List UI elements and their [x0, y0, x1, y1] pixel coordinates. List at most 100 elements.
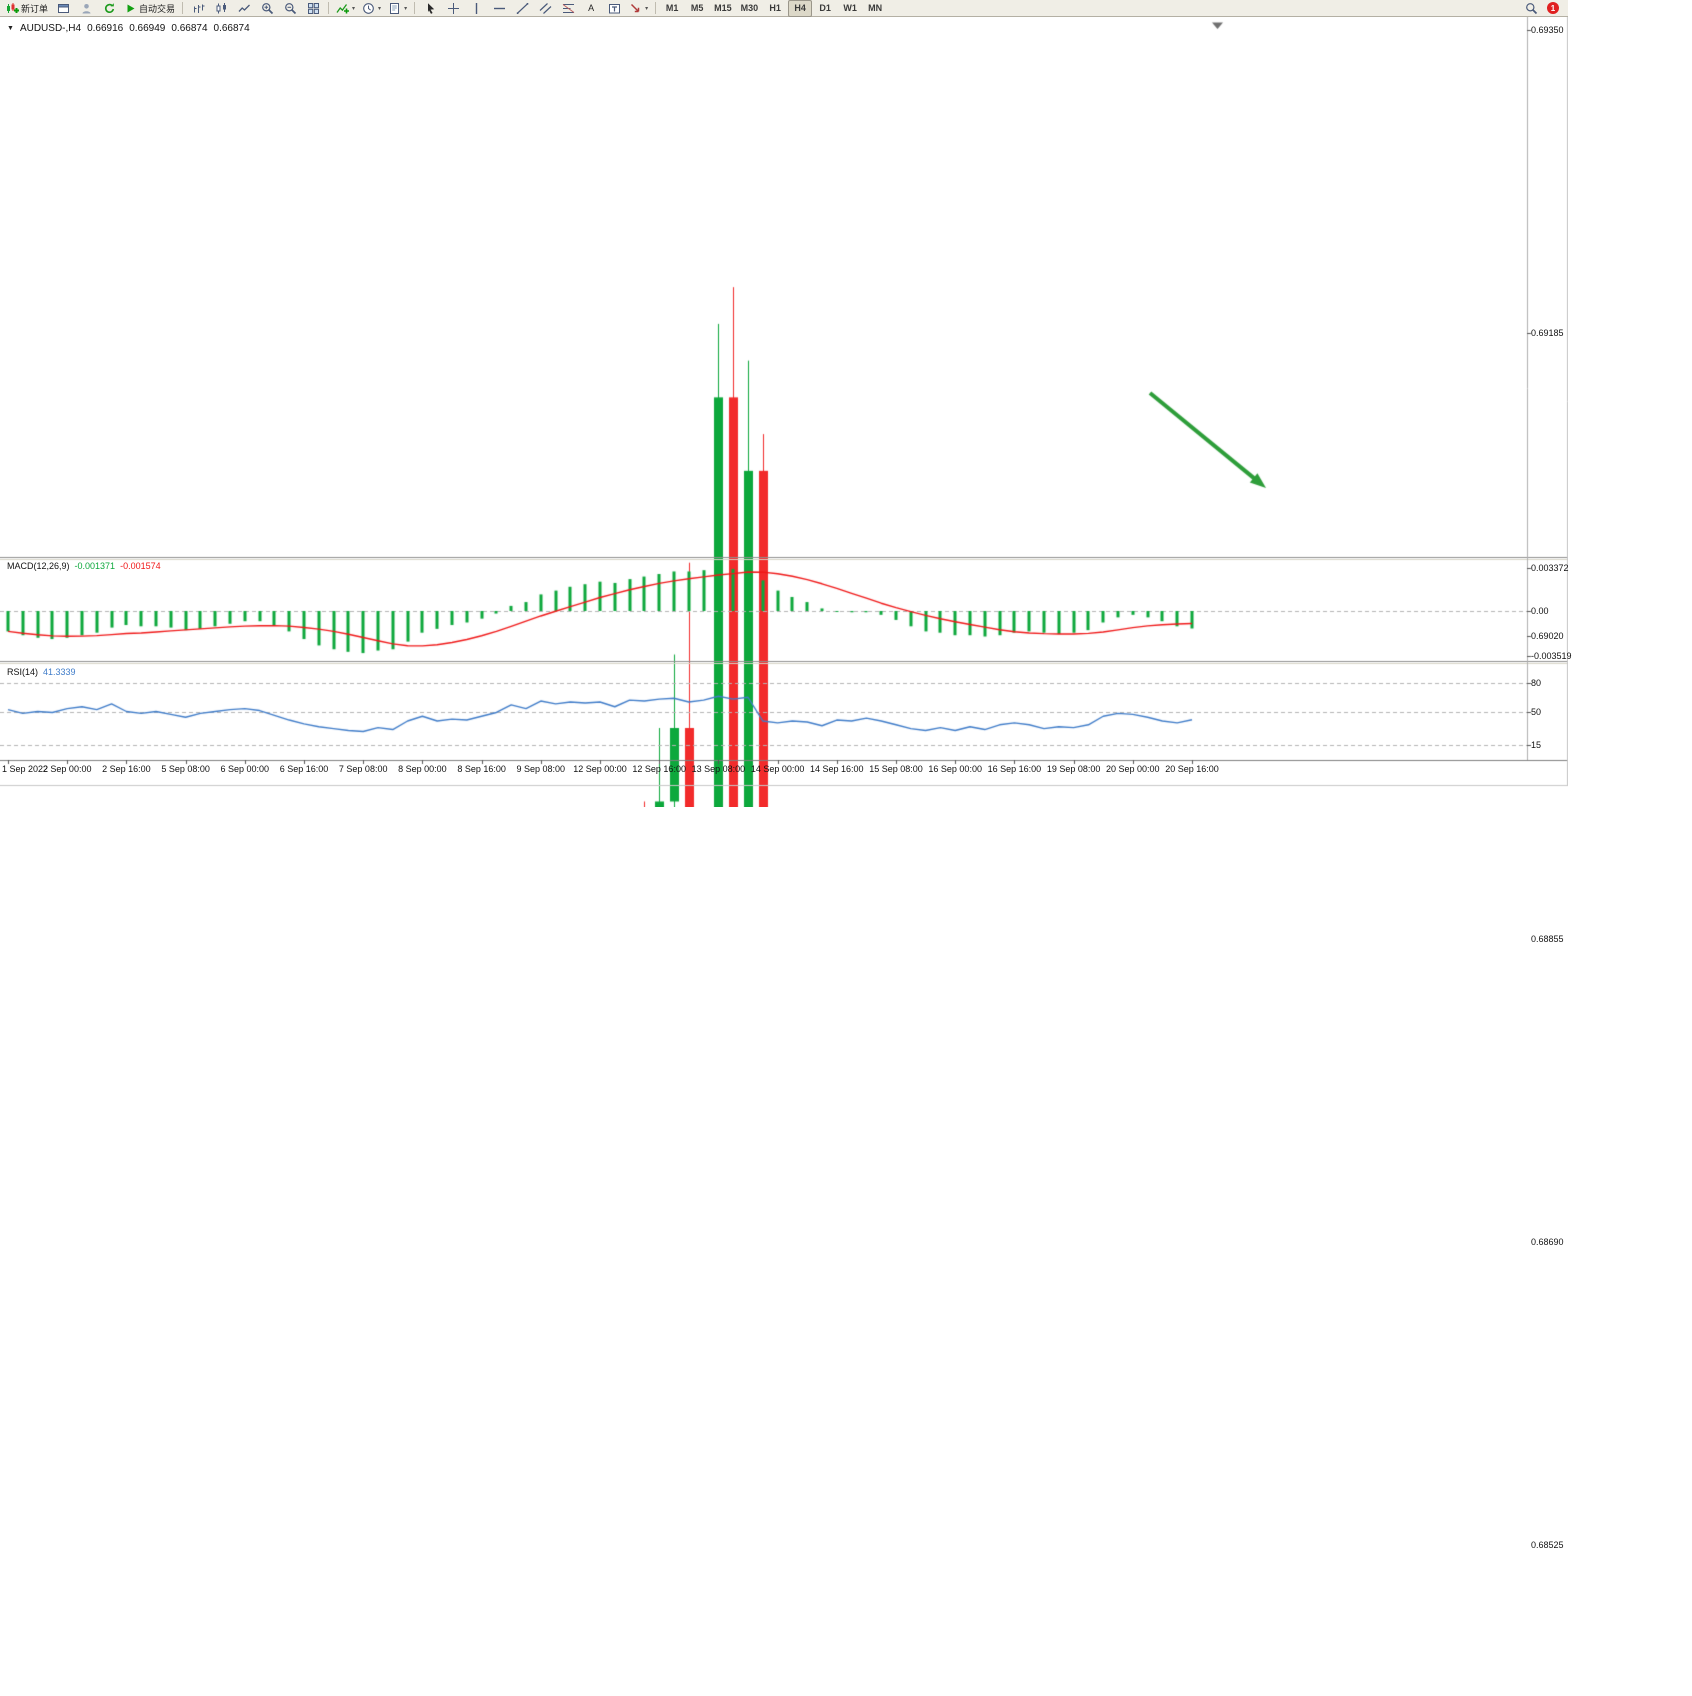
rsi-level-label: 80: [1531, 678, 1542, 688]
price-tick-label: 0.68525: [1531, 1540, 1564, 1551]
time-axis-label: 6 Sep 00:00: [220, 764, 270, 774]
time-axis-label: 20 Sep 16:00: [1165, 764, 1219, 774]
autotrading-button[interactable]: 自动交易: [121, 0, 178, 17]
text-label-button[interactable]: [603, 0, 625, 17]
toolbar-separator: [414, 2, 416, 14]
arrows-button[interactable]: ▾: [626, 0, 651, 17]
candlestick-chart-button[interactable]: [210, 0, 232, 17]
tile-icon: [307, 2, 320, 15]
text-button[interactable]: A: [580, 0, 602, 17]
price-tick-label: 0.69350: [1531, 25, 1564, 35]
price-tick-label: 0.69185: [1531, 328, 1564, 339]
refresh-button[interactable]: [98, 0, 120, 17]
timeframe-w1-button[interactable]: W1: [843, 3, 857, 13]
timeframe-m30-button[interactable]: M30: [740, 3, 759, 13]
line-icon: [238, 2, 251, 15]
macd-axis-label: 0.003372: [1531, 563, 1569, 573]
time-axis-label: 20 Sep 00:00: [1106, 764, 1160, 774]
arrow-icon: [629, 2, 642, 15]
chevron-down-icon: ▾: [645, 5, 649, 12]
macd-axis-label: 0.00: [1531, 606, 1549, 616]
macd-indicator-label: MACD(12,26,9) -0.001371 -0.001574: [7, 561, 161, 571]
collapse-toggle-icon[interactable]: ▼: [7, 25, 14, 32]
toolbar: 新订单 自动交易 ▾ ▾ ▾ A ▾ M1 M5 M15 M30 H1 H4 D1 W1 MN 1: [0, 0, 1568, 17]
chevron-down-icon: ▾: [352, 5, 356, 12]
toolbar-right-group: 1: [1520, 0, 1565, 17]
zoom-in-button[interactable]: [256, 0, 278, 17]
hline-icon: [493, 2, 506, 15]
chart-window: ▼ AUDUSD-,H4 0.66916 0.66949 0.66874 0.6…: [0, 17, 1692, 1550]
text-button-label: A: [588, 3, 595, 13]
trendline-button[interactable]: [511, 0, 533, 17]
candles-icon: [215, 2, 228, 15]
ohlc-open: 0.66916: [87, 23, 124, 34]
tile-windows-button[interactable]: [302, 0, 324, 17]
toolbar-separator: [328, 2, 330, 14]
time-axis-label: 12 Sep 00:00: [573, 764, 627, 774]
time-axis-label: 12 Sep 16:00: [632, 764, 686, 774]
time-axis-label: 2 Sep 00:00: [42, 764, 92, 774]
timeframe-m1-button[interactable]: M1: [665, 3, 679, 13]
indicators-button[interactable]: ▾: [333, 0, 358, 17]
refresh-icon: [103, 2, 116, 15]
periods-button[interactable]: ▾: [359, 0, 384, 17]
cursor-button[interactable]: [419, 0, 441, 17]
notifications-badge[interactable]: 1: [1547, 2, 1559, 14]
channel-icon: [539, 2, 552, 15]
bars-icon: [192, 2, 205, 15]
templates-button[interactable]: ▾: [385, 0, 410, 17]
line-chart-button[interactable]: [233, 0, 255, 17]
chevron-down-icon: ▾: [378, 5, 382, 12]
play-icon: [124, 2, 137, 15]
horizontal-line-button[interactable]: [488, 0, 510, 17]
textbox-icon: [608, 2, 621, 15]
timeframe-d1-button[interactable]: D1: [819, 3, 831, 13]
profile-button[interactable]: [75, 0, 97, 17]
toolbar-separator: [655, 2, 657, 14]
channel-button[interactable]: [534, 0, 556, 17]
rsi-indicator-label: RSI(14) 41.3339: [7, 667, 76, 677]
time-axis-label: 2 Sep 16:00: [102, 764, 151, 774]
candle-plus-icon: [6, 2, 19, 15]
timeframe-m5-button[interactable]: M5: [690, 3, 704, 13]
timeframe-m15-button[interactable]: M15: [714, 3, 732, 13]
fibonacci-button[interactable]: [557, 0, 579, 17]
autotrading-button-label: 自动交易: [139, 3, 176, 14]
profile-icon: [80, 2, 93, 15]
template-icon: [388, 2, 401, 15]
time-axis-label: 8 Sep 00:00: [398, 764, 447, 774]
timeframe-h1-button[interactable]: H1: [769, 3, 781, 13]
bar-chart-button[interactable]: [187, 0, 209, 17]
rsi-level-label: 50: [1531, 706, 1542, 717]
ohlc-high: 0.66949: [129, 23, 166, 34]
crosshair-button[interactable]: [442, 0, 464, 17]
new-order-button[interactable]: 新订单: [3, 0, 51, 17]
rsi-name: RSI(14): [7, 667, 39, 677]
timeframe-mn-button[interactable]: MN: [868, 3, 883, 13]
chart-window-button[interactable]: [52, 0, 74, 17]
fibo-icon: [562, 2, 575, 15]
macd-name: MACD(12,26,9): [7, 561, 70, 571]
toolbar-separator: [182, 2, 184, 14]
time-axis-label: 19 Sep 08:00: [1046, 764, 1101, 774]
price-tick-label: 0.68690: [1531, 1237, 1564, 1248]
window-icon: [57, 2, 70, 15]
time-axis-label: 7 Sep 08:00: [338, 764, 388, 774]
zoom-in-icon: [261, 2, 274, 15]
time-axis-label: 8 Sep 16:00: [457, 764, 506, 774]
macd-value-signal: -0.001574: [120, 561, 161, 571]
cursor-icon: [424, 2, 437, 15]
zoom-out-button[interactable]: [279, 0, 301, 17]
search-button[interactable]: [1520, 0, 1542, 17]
time-axis-label: 16 Sep 00:00: [928, 764, 982, 774]
vline-icon: [470, 2, 483, 15]
timeframe-h4-button[interactable]: H4: [788, 0, 813, 17]
time-axis-label: 16 Sep 16:00: [987, 764, 1042, 774]
indicator-icon: [336, 2, 350, 15]
vertical-line-button[interactable]: [465, 0, 487, 17]
symbol-header: ▼ AUDUSD-,H4 0.66916 0.66949 0.66874 0.6…: [7, 23, 250, 34]
price-tick-label: 0.68855: [1531, 934, 1564, 945]
clock-icon: [362, 2, 375, 15]
price-chart-canvas[interactable]: [0, 17, 1568, 807]
search-icon: [1525, 2, 1538, 15]
